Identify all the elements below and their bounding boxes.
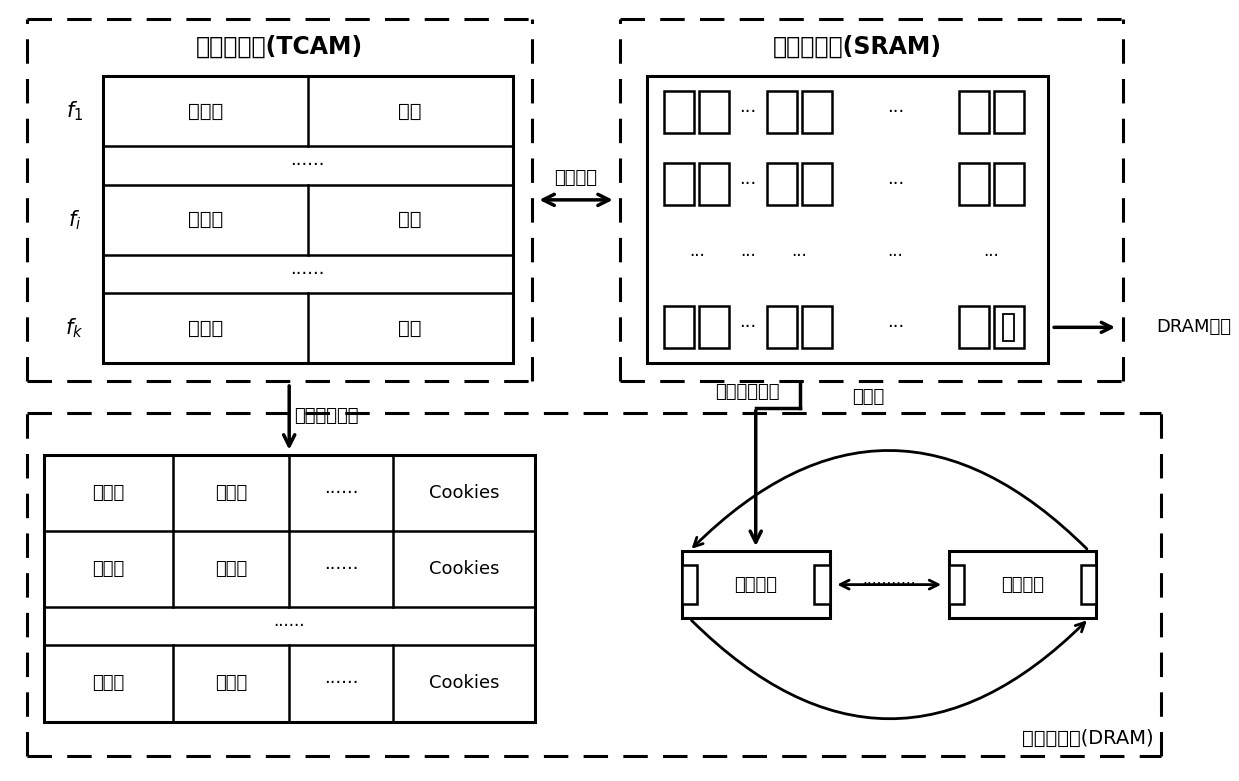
Bar [681, 565, 698, 604]
Text: ······: ······ [325, 483, 358, 501]
Text: 匹配域: 匹配域 [187, 210, 223, 230]
Bar [1004, 314, 1014, 341]
Text: ···: ··· [740, 175, 757, 193]
Bar [664, 163, 694, 205]
Bar [699, 306, 729, 348]
Text: 表项内容存取: 表项内容存取 [294, 407, 358, 425]
Text: 动作集: 动作集 [214, 560, 247, 578]
Bar [1082, 565, 1097, 604]
Text: 表项替换: 表项替换 [555, 169, 597, 187]
Text: 匹配域: 匹配域 [187, 319, 223, 337]
Bar [994, 91, 1023, 133]
Text: ···: ··· [792, 247, 808, 265]
Bar [802, 306, 833, 348]
Text: ······: ······ [325, 560, 358, 578]
Text: ···: ··· [740, 103, 757, 121]
Text: DRAM指针: DRAM指针 [1156, 319, 1232, 337]
Bar [664, 91, 694, 133]
Bar [767, 306, 797, 348]
Bar [949, 551, 1097, 619]
Bar [699, 91, 729, 133]
Bar [681, 551, 830, 619]
Text: 匹配域: 匹配域 [852, 388, 885, 406]
Bar [814, 565, 830, 604]
Bar [664, 306, 694, 348]
Text: ······: ······ [325, 675, 358, 693]
Text: 表项内容: 表项内容 [735, 576, 777, 594]
Text: ···: ··· [887, 247, 903, 265]
Text: 重要流表层(TCAM): 重要流表层(TCAM) [196, 34, 363, 59]
Text: 掩码: 掩码 [399, 102, 422, 121]
Bar [699, 163, 729, 205]
Text: ······: ······ [290, 265, 325, 283]
Bar [994, 163, 1023, 205]
Bar [959, 163, 989, 205]
Text: 计数器: 计数器 [92, 560, 124, 578]
Text: 表项内容存取: 表项内容存取 [715, 383, 779, 401]
Bar [949, 565, 964, 604]
Text: Cookies: Cookies [429, 675, 499, 693]
Bar [43, 455, 534, 722]
Text: 掩码: 掩码 [399, 210, 422, 230]
Text: ······: ······ [290, 156, 325, 174]
Text: 匹配域: 匹配域 [187, 102, 223, 121]
Bar [103, 77, 513, 363]
Text: ···: ··· [689, 247, 705, 265]
Text: ···: ··· [887, 175, 904, 193]
Text: ···: ··· [887, 319, 904, 337]
Bar [959, 91, 989, 133]
Text: ···: ··· [740, 319, 757, 337]
Text: 计数器: 计数器 [92, 675, 124, 693]
Text: 表项内容: 表项内容 [1001, 576, 1044, 594]
Text: ···········: ··········· [862, 577, 916, 592]
Bar [802, 91, 833, 133]
Bar [959, 306, 989, 348]
Text: 次要流表层(SRAM): 次要流表层(SRAM) [773, 34, 942, 59]
Text: Cookies: Cookies [429, 560, 499, 578]
Text: 计数器: 计数器 [92, 483, 124, 501]
Bar [802, 163, 833, 205]
Bar [767, 91, 797, 133]
Text: 动作集: 动作集 [214, 483, 247, 501]
Text: $f_k$: $f_k$ [66, 316, 83, 340]
Bar [647, 77, 1048, 363]
Bar [994, 306, 1023, 348]
Text: $f_i$: $f_i$ [68, 208, 81, 231]
Text: ···: ··· [984, 247, 999, 265]
Text: ···: ··· [740, 247, 756, 265]
Text: 掩码: 掩码 [399, 319, 422, 337]
Text: 动作集: 动作集 [214, 675, 247, 693]
Text: $f_1$: $f_1$ [66, 99, 83, 123]
Text: 流表存储层(DRAM): 流表存储层(DRAM) [1022, 729, 1154, 748]
Text: ······: ······ [274, 617, 305, 635]
Text: ···: ··· [887, 103, 904, 121]
Bar [767, 163, 797, 205]
Text: Cookies: Cookies [429, 483, 499, 501]
